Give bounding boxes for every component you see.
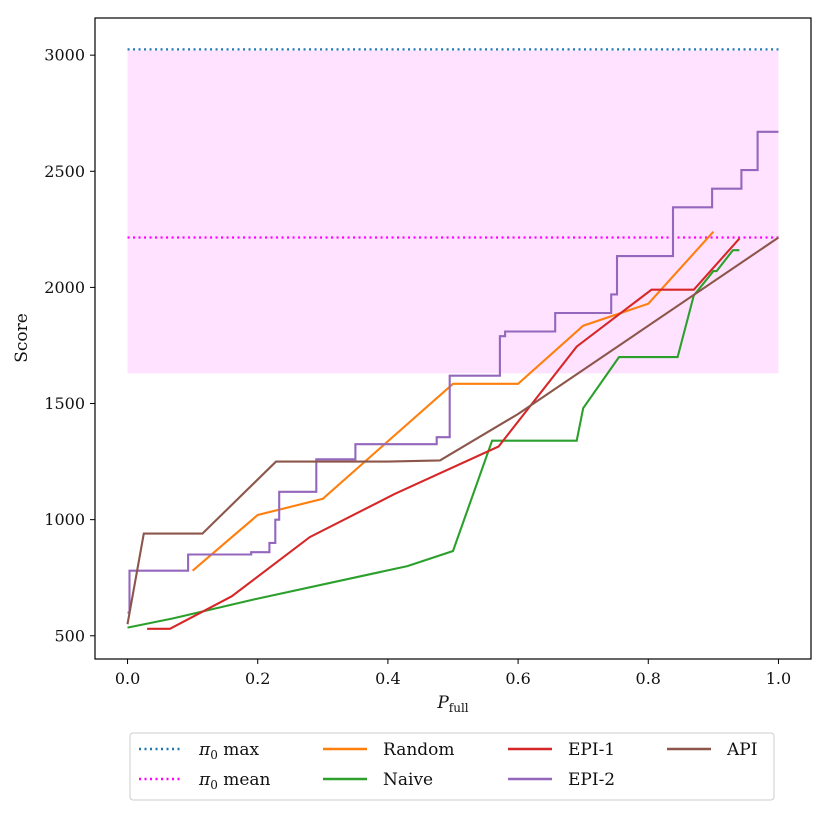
x-tick-label: 0.8 xyxy=(636,669,661,688)
x-tick-label: 1.0 xyxy=(766,669,791,688)
legend-label-naive: Naive xyxy=(383,770,433,790)
plot-area xyxy=(126,48,780,630)
plot-frame xyxy=(94,17,812,660)
series-line-naive xyxy=(127,249,740,629)
series-line-epi-1 xyxy=(147,237,741,630)
legend-pi0-mean-main: π xyxy=(198,770,211,790)
legend-pi0-max-rest: max xyxy=(218,740,260,760)
y-tick-label: 1500 xyxy=(44,394,85,413)
y-tick-label: 2000 xyxy=(44,278,85,297)
x-tick-label: 0.0 xyxy=(115,669,140,688)
legend-pi0-mean-rest: mean xyxy=(218,770,271,790)
y-tick-label: 500 xyxy=(54,626,85,645)
x-tick-label: 0.6 xyxy=(505,669,530,688)
legend-label-pi0-max: π0 max xyxy=(198,740,259,762)
legend-label-pi0-mean: π0 mean xyxy=(198,770,271,792)
x-tick-label: 0.2 xyxy=(245,669,270,688)
y-tick-label: 1000 xyxy=(44,510,85,529)
legend: π0 max π0 mean Random Naive EPI-1 EPI-2 … xyxy=(129,732,775,801)
legend-frame xyxy=(129,732,775,801)
legend-pi0-max-main: π xyxy=(198,740,211,760)
y-axis-label: Score xyxy=(12,313,32,363)
x-axis-label-sub: full xyxy=(449,701,469,715)
x-axis: 0.0 0.2 0.4 0.6 0.8 1.0 xyxy=(115,659,791,688)
y-tick-label: 3000 xyxy=(44,46,85,65)
x-axis-label: Pfull xyxy=(436,693,468,715)
series-line-epi-2 xyxy=(127,130,779,614)
x-tick-label: 0.4 xyxy=(375,669,400,688)
legend-pi0-mean-sub: 0 xyxy=(210,778,218,792)
x-axis-label-main: P xyxy=(436,693,449,713)
y-tick-label: 2500 xyxy=(44,162,85,181)
series-line-random xyxy=(191,230,715,572)
legend-label-epi-1: EPI-1 xyxy=(568,740,615,760)
legend-pi0-max-sub: 0 xyxy=(210,748,218,762)
y-axis: 500 1000 1500 2000 2500 3000 xyxy=(44,46,95,645)
legend-label-api: API xyxy=(726,740,757,760)
legend-label-random: Random xyxy=(383,740,455,760)
series-line-api xyxy=(126,236,780,625)
legend-label-epi-2: EPI-2 xyxy=(568,770,615,790)
shaded-band xyxy=(127,50,779,374)
